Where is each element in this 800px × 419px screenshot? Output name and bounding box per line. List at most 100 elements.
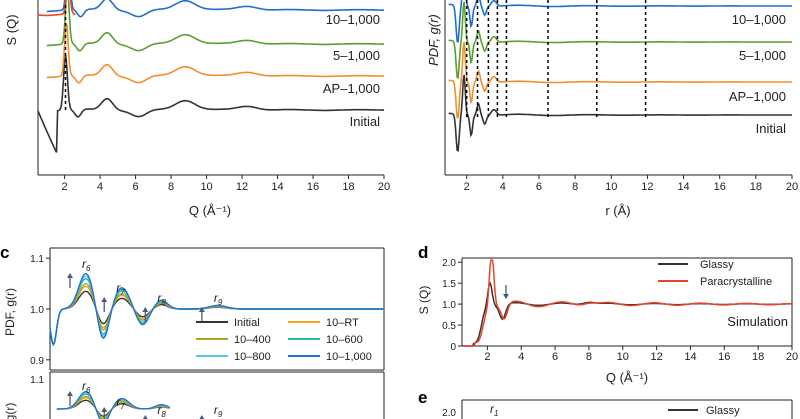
peak-label: r7 [116, 395, 125, 411]
series-line [462, 259, 792, 347]
panel-d-xlabel: Q (Å⁻¹) [606, 370, 648, 385]
peak-sub: 1 [494, 409, 498, 418]
panel-a-curves [37, 0, 385, 153]
panel-d: d S (Q) 0 0.5 1.0 1.5 2.0 2 4 6 8 10 12 14 16 18 20 G… [417, 243, 798, 385]
peak-r: r [116, 395, 121, 409]
y-tick-label: 1.0 [442, 300, 456, 311]
y-tick-label: 0 [450, 342, 456, 353]
x-tick-label: 16 [307, 181, 319, 193]
series-line [49, 272, 384, 347]
panel-a-series-label: AP–1,000 [323, 81, 380, 96]
panel-b-xlabel: r (Å) [605, 203, 630, 218]
peak-sub: 9 [218, 298, 223, 307]
peak-label: r9 [214, 403, 223, 419]
arrowhead-icon [66, 273, 73, 278]
series-line [56, 390, 171, 419]
panel-b-xticks: 2 4 6 8 10 12 14 16 18 20 [464, 175, 798, 193]
panel-a-xlabel: Q (Å⁻¹) [189, 203, 231, 218]
legend-label: 10–800 [234, 351, 271, 363]
panel-a-series-label: 5–1,000 [333, 48, 380, 63]
series-line [448, 41, 792, 119]
legend-label: 10–1,000 [326, 351, 372, 363]
panel-e: e 2.0 r1 Glassy [418, 388, 793, 419]
panel-b-dashed-lines [465, 0, 647, 120]
arrowhead-icon [142, 307, 149, 312]
arrowhead-icon [66, 391, 73, 396]
x-tick-label: 10 [200, 181, 212, 193]
panel-a-ylabel: S (Q) [4, 14, 19, 45]
x-tick-label: 20 [786, 351, 798, 363]
panel-d-xticks: 2 4 6 8 10 12 14 16 18 20 [484, 346, 798, 363]
peak-label: r6 [82, 257, 91, 273]
panel-b-series-label: AP–1,000 [729, 89, 786, 104]
x-tick-label: 8 [168, 181, 174, 193]
y-tick-label: 1.1 [30, 254, 44, 265]
y-tick-label: 1.5 [442, 279, 456, 290]
panel-d-annotation: Simulation [727, 314, 788, 329]
panel-b-series-label: Initial [756, 121, 786, 136]
x-tick-label: 18 [752, 351, 764, 363]
x-tick-label: 12 [641, 181, 653, 193]
y-tick-label: 0.5 [442, 321, 456, 332]
panel-c-ylabel: PDF, g(r) [3, 288, 17, 336]
x-tick-label: 10 [605, 181, 617, 193]
peak-r: r [157, 291, 162, 305]
x-tick-label: 8 [572, 181, 578, 193]
peak-sub: 8 [161, 298, 166, 307]
panel-c-legend: Initial 10–RT 10–400 10–600 10–800 10–1,… [196, 317, 372, 363]
peak-r: r [490, 402, 495, 416]
panel-d-label: d [418, 243, 428, 262]
x-tick-label: 20 [378, 181, 390, 193]
arrowhead-icon [142, 415, 148, 419]
x-tick-label: 12 [650, 351, 662, 363]
peak-r: r [214, 291, 219, 305]
peak-r: r [214, 403, 219, 417]
arrowhead-icon [198, 307, 205, 312]
x-tick-label: 2 [464, 181, 470, 193]
x-tick-label: 6 [552, 351, 558, 363]
panel-a-series-label: 10–1,000 [326, 12, 380, 27]
arrowhead-icon [101, 407, 108, 412]
series-line [448, 1, 792, 79]
panel-d-curves [462, 259, 792, 347]
series-line [46, 0, 385, 52]
peak-label: r7 [116, 281, 125, 297]
peak-sub: 7 [120, 402, 125, 411]
legend-label: 10–RT [326, 317, 359, 329]
peak-r: r [116, 281, 121, 295]
panel-c2-ylabel: g(r) [3, 403, 17, 419]
series-line [46, 0, 385, 18]
x-tick-label: 10 [617, 351, 629, 363]
panel-c2-ytick-label: 1.1 [30, 375, 44, 386]
panel-b-ylabel: PDF, g(r) [426, 14, 441, 66]
x-tick-label: 2 [62, 181, 68, 193]
x-tick-label: 4 [500, 181, 506, 193]
peak-label: r8 [157, 291, 166, 307]
y-tick-label: 1.0 [30, 305, 44, 316]
x-tick-label: 20 [786, 181, 798, 193]
series-line [37, 54, 385, 153]
x-tick-label: 6 [133, 181, 139, 193]
peak-r: r [157, 403, 162, 417]
y-tick-label: 2.0 [442, 258, 456, 269]
peak-sub: 7 [120, 288, 125, 297]
series-line [37, 0, 76, 17]
arrowhead-icon [503, 294, 509, 299]
x-tick-label: 14 [684, 351, 696, 363]
panel-c-yticks: 0.9 1.0 1.1 [30, 254, 50, 367]
panel-b-series-label: 10–1,000 [732, 12, 786, 27]
panel-e-peak-label: r1 [490, 402, 498, 418]
legend-label: Glassy [700, 259, 734, 271]
x-tick-label: 18 [750, 181, 762, 193]
x-tick-label: 16 [714, 181, 726, 193]
legend-label: Paracrystalline [700, 276, 772, 288]
peak-label: r9 [214, 291, 223, 307]
peak-sub: 6 [86, 264, 91, 273]
x-tick-label: 6 [536, 181, 542, 193]
x-tick-label: 4 [97, 181, 103, 193]
panel-d-ylabel: S (Q) [417, 286, 431, 315]
